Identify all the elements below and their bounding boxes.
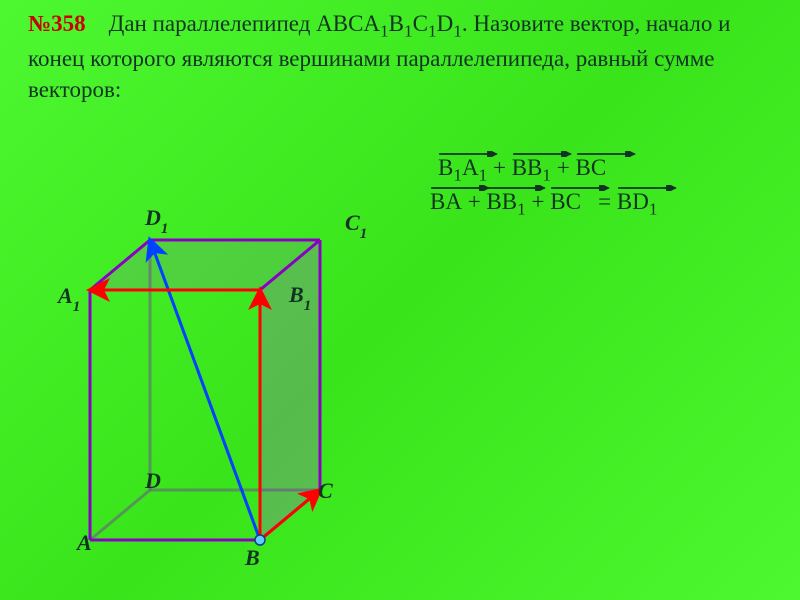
origin-dot bbox=[255, 535, 265, 545]
label-C1: C1 bbox=[345, 210, 367, 242]
label-C: C bbox=[318, 478, 333, 503]
stage: №358 Дан параллелепипед ABCA1B1C1D1. Наз… bbox=[0, 0, 800, 600]
label-A: A bbox=[75, 530, 92, 555]
parallelepiped-diagram: ABCDA1B1C1D1 bbox=[0, 0, 800, 600]
label-D1: D1 bbox=[144, 205, 168, 237]
label-A1: A1 bbox=[56, 283, 80, 315]
label-B: B bbox=[244, 545, 260, 570]
label-D: D bbox=[144, 468, 161, 493]
